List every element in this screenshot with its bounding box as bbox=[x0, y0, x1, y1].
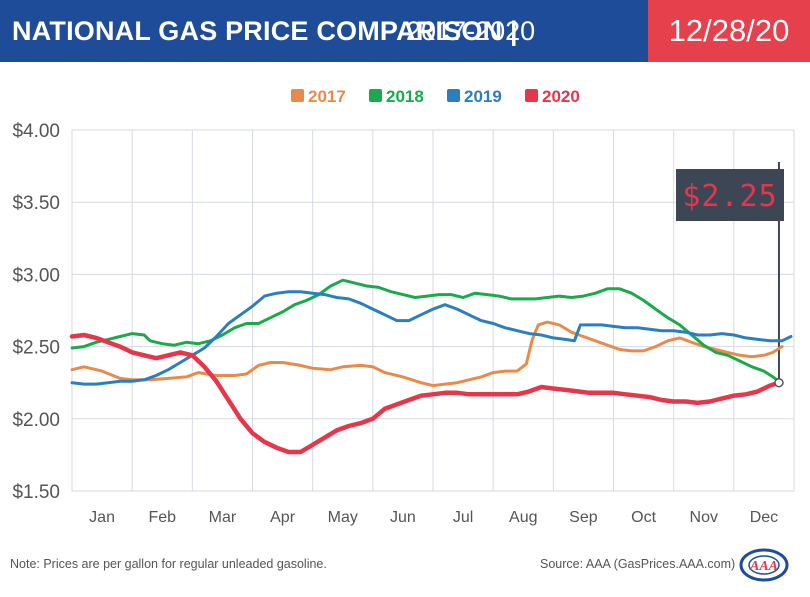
legend-swatch-2020 bbox=[525, 89, 538, 102]
legend-label-2018: 2018 bbox=[386, 87, 424, 106]
x-tick-label: Oct bbox=[631, 509, 656, 526]
date-badge: 12/28/20 bbox=[648, 0, 810, 62]
aaa-logo: AAA bbox=[739, 548, 789, 582]
page-title: NATIONAL GAS PRICE COMPARISON | bbox=[12, 16, 518, 46]
x-tick-label: Jun bbox=[390, 509, 416, 526]
series-lines bbox=[69, 278, 793, 455]
series-line-2017 bbox=[70, 320, 784, 388]
x-tick-label: Dec bbox=[750, 509, 778, 526]
y-tick-label: $4.00 bbox=[12, 121, 60, 142]
plot-frame bbox=[71, 129, 795, 492]
footnote: Note: Prices are per gallon for regular … bbox=[10, 557, 327, 571]
legend-swatch-2017 bbox=[291, 89, 304, 102]
x-tick-label: Sep bbox=[569, 509, 598, 526]
legend-swatch-2018 bbox=[369, 89, 382, 102]
source-note: Source: AAA (GasPrices.AAA.com) bbox=[540, 557, 736, 571]
x-tick-label: Jul bbox=[453, 509, 473, 526]
page-subtitle: 2017-2020 bbox=[406, 16, 536, 46]
endpoint-marker bbox=[774, 377, 784, 388]
x-tick-label: Feb bbox=[148, 509, 176, 526]
series-line-2020 bbox=[69, 332, 782, 455]
callout-box bbox=[676, 169, 784, 221]
header-bar: NATIONAL GAS PRICE COMPARISON | 2017-202… bbox=[0, 0, 810, 62]
y-tick-label: $3.00 bbox=[12, 265, 60, 286]
x-axis: Jan Feb Mar Apr May Jun Jul Aug Sep Oct Nov Dec bbox=[89, 509, 778, 526]
series-line-2018 bbox=[70, 278, 781, 383]
x-tick-label: Mar bbox=[209, 509, 237, 526]
y-tick-label: $2.00 bbox=[12, 410, 60, 431]
series-line-2019 bbox=[70, 290, 793, 386]
y-tick-label: $3.50 bbox=[12, 193, 60, 214]
chart-legend: 2017 2018 2019 2020 bbox=[291, 87, 580, 106]
x-tick-label: Nov bbox=[690, 509, 718, 526]
y-axis: $1.50 $2.00 $2.50 $3.00 $3.50 $4.00 bbox=[12, 121, 60, 503]
legend-label-2019: 2019 bbox=[464, 87, 502, 106]
x-tick-label: Aug bbox=[509, 509, 537, 526]
gas-price-chart: 2017 2018 2019 2020 $1.50 $2.00 $2.50 $3.00 $3.… bbox=[12, 87, 795, 526]
y-tick-label: $2.50 bbox=[12, 338, 60, 359]
callout-value: $2.25 bbox=[682, 179, 777, 214]
x-tick-label: Apr bbox=[270, 509, 296, 526]
price-callout: $2.25 bbox=[676, 169, 784, 388]
legend-swatch-2019 bbox=[447, 89, 460, 102]
aaa-logo-text: AAA bbox=[749, 559, 778, 574]
legend-label-2020: 2020 bbox=[542, 87, 580, 106]
x-tick-label: Jan bbox=[89, 509, 115, 526]
legend-label-2017: 2017 bbox=[308, 87, 346, 106]
y-tick-label: $1.50 bbox=[12, 482, 60, 503]
x-tick-label: May bbox=[328, 509, 358, 526]
